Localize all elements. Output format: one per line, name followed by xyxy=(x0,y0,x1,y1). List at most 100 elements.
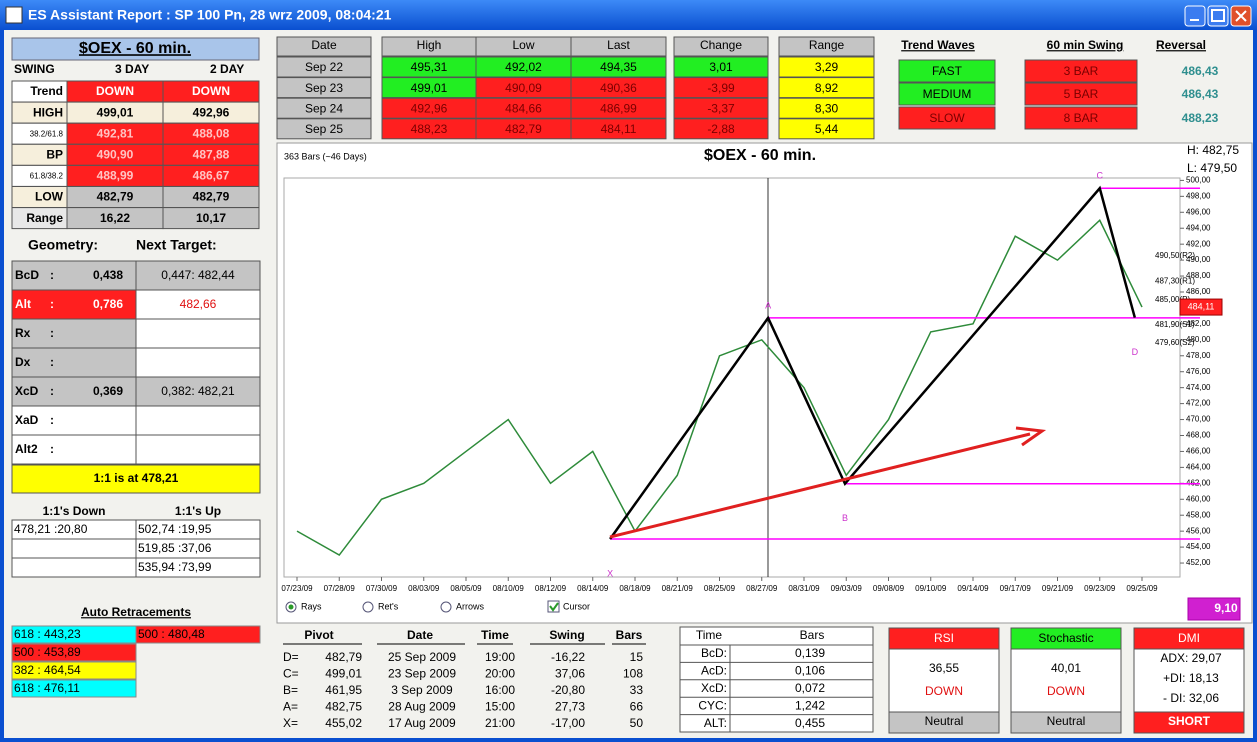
pivot-cell: 33 xyxy=(630,683,644,697)
swing-bar: 8 BAR xyxy=(1064,111,1099,125)
table-cell: Sep 24 xyxy=(305,101,343,115)
pivot-cell: 21:00 xyxy=(485,716,515,730)
cell xyxy=(673,118,769,140)
x-tick-label: 08/05/09 xyxy=(450,584,482,593)
time-bars-value: 0,072 xyxy=(795,681,825,695)
radio-button[interactable] xyxy=(362,601,374,613)
header-cell xyxy=(570,36,667,57)
y-tick-label: 496,00 xyxy=(1186,207,1211,216)
geometry-cell: : xyxy=(50,384,54,398)
header-cell xyxy=(778,36,875,57)
cell xyxy=(11,347,137,378)
indicator-body xyxy=(1133,648,1245,713)
geometry-cell: 0,382: 482,21 xyxy=(161,384,235,398)
retracement-cell xyxy=(11,661,137,680)
geometry-cell: : xyxy=(50,326,54,340)
pivot-cell: A= xyxy=(283,700,298,714)
indicator-status: Neutral xyxy=(925,714,964,728)
x-tick-label: 08/14/09 xyxy=(577,584,609,593)
cell xyxy=(135,260,261,291)
trend-arrow xyxy=(609,432,1031,539)
time-bars-header: Time xyxy=(696,628,723,642)
table-cell: 3,29 xyxy=(815,60,839,74)
swing-label: Range xyxy=(26,211,63,225)
table-cell: 492,02 xyxy=(505,60,542,74)
time-bars-label: XcD: xyxy=(701,681,727,695)
down-target: 478,21 :20,80 xyxy=(14,522,88,536)
retracement: 500 : 480,48 xyxy=(138,627,205,641)
table-header: Date xyxy=(311,38,337,52)
y-tick-label: 488,00 xyxy=(1186,271,1211,280)
up-target: 535,94 :73,99 xyxy=(138,560,212,574)
cell xyxy=(135,557,261,578)
y-tick-label: 458,00 xyxy=(1186,510,1211,519)
x-tick-label: 07/28/09 xyxy=(324,584,356,593)
table-header: Range xyxy=(809,38,845,52)
pattern-line xyxy=(609,185,1137,540)
pivot-cell: 23 Sep 2009 xyxy=(388,667,456,681)
time-bars-label: BcD: xyxy=(701,646,727,660)
geometry-cell: 0,447: 482,44 xyxy=(161,268,235,282)
table-cell: 494,35 xyxy=(600,60,637,74)
cell xyxy=(778,97,875,119)
geometry-cell: 0,786 xyxy=(93,297,123,311)
cell xyxy=(135,347,261,378)
cell xyxy=(11,405,137,436)
pivot-header: Bars xyxy=(616,628,643,642)
pivot-cell: -20,80 xyxy=(551,683,585,697)
swing-value: 490,90 xyxy=(97,147,134,161)
x-tick-label: 07/30/09 xyxy=(366,584,398,593)
table-header: Change xyxy=(700,38,742,52)
radio-label: Arrows xyxy=(456,601,485,611)
table-cell: -2,88 xyxy=(707,122,735,136)
window-buttons[interactable] xyxy=(1184,5,1252,27)
pivot-cell: X= xyxy=(283,716,298,730)
geometry-cell: : xyxy=(50,442,54,456)
dmi-line: ADX: 29,07 xyxy=(1160,651,1222,665)
down-header: 1:1's Down xyxy=(43,504,106,518)
cell xyxy=(570,77,667,99)
geometry-cell: BcD xyxy=(15,268,39,282)
pivot-cell: 15 xyxy=(630,650,644,664)
retracements-title: Auto Retracements xyxy=(81,605,191,619)
cell xyxy=(570,118,667,140)
last-price: 484,11 xyxy=(1188,301,1215,311)
up-target: 502,74 :19,95 xyxy=(138,522,212,536)
radio-button[interactable] xyxy=(440,601,452,613)
table-cell: Sep 25 xyxy=(305,122,343,136)
swing-cell xyxy=(1024,106,1138,130)
cell xyxy=(11,289,137,320)
swing-bar: 5 BAR xyxy=(1064,87,1099,101)
indicator-direction: DOWN xyxy=(925,684,963,698)
x-tick-label: 08/25/09 xyxy=(704,584,736,593)
indicator-title: DMI xyxy=(1178,631,1200,645)
x-tick-label: 08/18/09 xyxy=(619,584,651,593)
swing-title: 60 min Swing xyxy=(1047,38,1124,52)
chart-title: $OEX - 60 min. xyxy=(704,147,816,164)
table-header: Last xyxy=(607,38,630,52)
minimize-button[interactable] xyxy=(1184,5,1206,27)
retracement: 382 : 464,54 xyxy=(14,663,81,677)
swing-cell xyxy=(1024,59,1138,83)
pivot-cell: -16,22 xyxy=(551,650,585,664)
checkbox[interactable] xyxy=(547,600,560,613)
pivot-header: Date xyxy=(407,628,433,642)
swing-label: HIGH xyxy=(33,105,63,119)
cell xyxy=(162,207,260,230)
indicator-value: 40,01 xyxy=(1051,661,1081,675)
cell xyxy=(673,97,769,119)
pivot-cell: 16:00 xyxy=(485,683,515,697)
app-icon xyxy=(5,6,23,24)
next-target-label: Next Target: xyxy=(136,237,217,253)
dynamic-content: $OEX - 60 min. SWING 3 DAY 2 DAY Trend DOWN DO… xyxy=(11,36,1245,734)
pivot-cell: 17 Aug 2009 xyxy=(388,716,456,730)
cell xyxy=(673,77,769,99)
dmi-line: - DI: 32,06 xyxy=(1163,691,1219,705)
wave-cell xyxy=(898,82,996,106)
pivot-cell: 482,79 xyxy=(325,650,362,664)
reversal-value: 488,23 xyxy=(1182,111,1219,125)
cell xyxy=(570,56,667,78)
table-cell: 499,01 xyxy=(411,81,448,95)
pivot-level-label: 487,30(R1) xyxy=(1155,277,1195,286)
time-bars-value: 1,242 xyxy=(795,698,825,712)
